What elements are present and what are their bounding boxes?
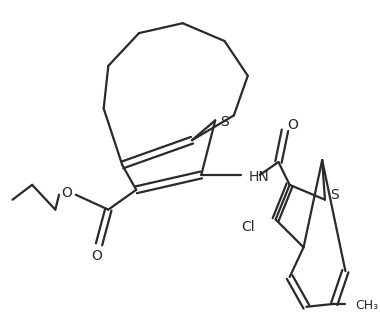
Text: S: S: [330, 188, 339, 202]
Text: O: O: [287, 118, 298, 132]
Text: S: S: [220, 116, 229, 129]
Text: HN: HN: [249, 170, 269, 184]
Text: O: O: [92, 249, 103, 263]
Text: Cl: Cl: [242, 220, 255, 234]
Text: CH₃: CH₃: [356, 299, 379, 312]
Text: O: O: [61, 186, 72, 200]
